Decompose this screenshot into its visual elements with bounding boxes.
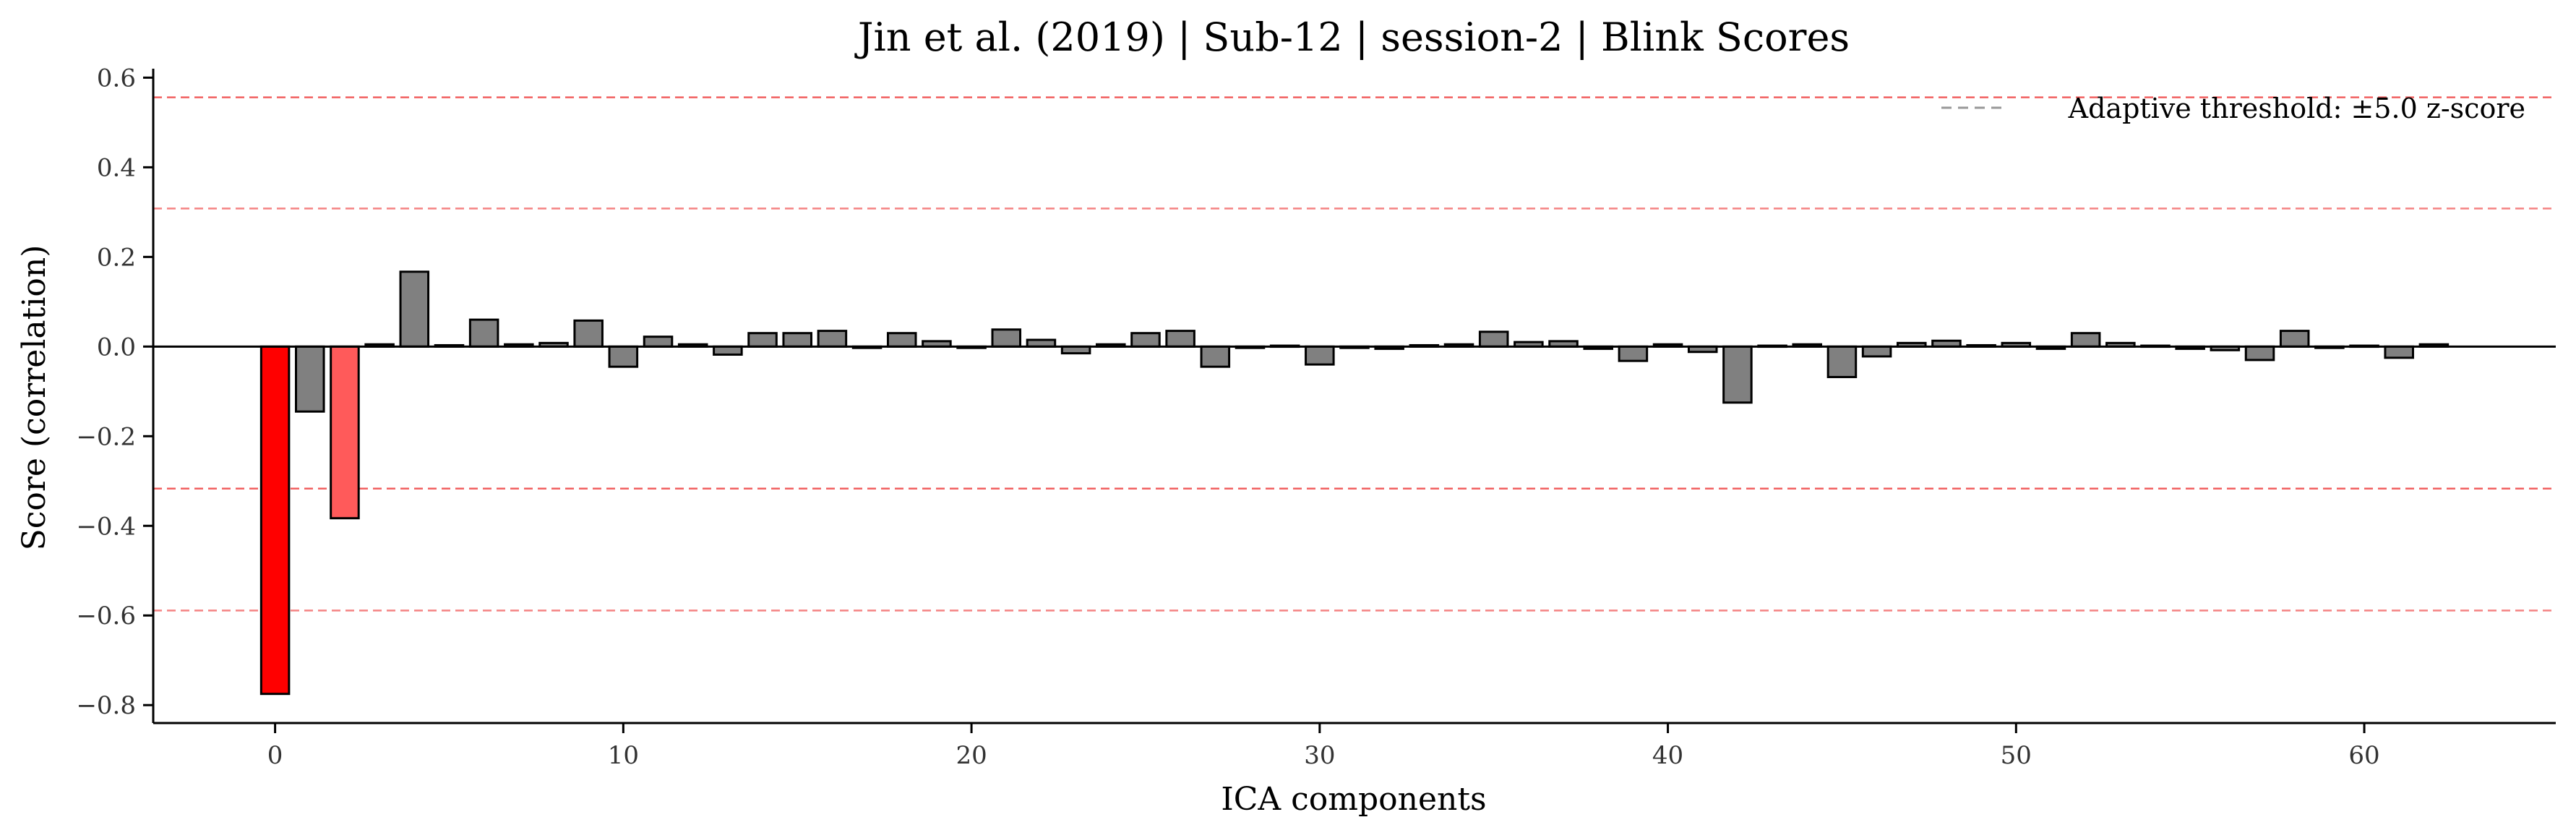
y-tick-label: 0.0 [97, 333, 136, 362]
bar-component-45 [1826, 345, 1858, 378]
y-axis-label: Score (correlation) [16, 245, 53, 551]
x-tick-label: 0 [267, 741, 283, 770]
x-tick-label: 60 [2348, 741, 2379, 770]
x-tick-label: 30 [1304, 741, 1335, 770]
bar-component-26 [1165, 330, 1195, 348]
bar-component-57 [2244, 345, 2275, 362]
bar-component-52 [2070, 332, 2101, 348]
plot-area [153, 96, 2556, 696]
bar-component-1 [295, 345, 325, 413]
bar-component-46 [1861, 345, 1892, 358]
bar-component-42 [1722, 345, 1753, 404]
bar-component-15 [782, 332, 812, 348]
bar-component-4 [399, 270, 430, 348]
legend: Adaptive threshold: ±5.0 z-score [1941, 93, 2525, 124]
bar-component-58 [2279, 330, 2310, 348]
y-tick-label: −0.8 [76, 691, 136, 720]
x-tick-label: 10 [608, 741, 639, 770]
bar-component-9 [573, 319, 604, 348]
legend-label-threshold: Adaptive threshold: ±5.0 z-score [2068, 93, 2525, 124]
bar-component-0 [259, 345, 291, 696]
bar-component-39 [1618, 345, 1649, 362]
axes: 0 10 20 30 40 50 60 −0.8 −0.6 −0.4 −0.2 0.0 0.2 0.4 0.… [76, 64, 2556, 770]
chart-title: Jin et al. (2019) | Sub-12 | session-2 |… [854, 14, 1850, 60]
x-tick-label: 40 [1652, 741, 1683, 770]
bar-component-11 [643, 335, 674, 348]
y-tick-label: 0.2 [97, 243, 136, 272]
bar-component-18 [886, 332, 917, 348]
bar-component-6 [468, 318, 499, 348]
y-tick-label: 0.4 [97, 153, 136, 182]
y-tick-label: −0.2 [76, 422, 136, 451]
x-tick-label: 20 [956, 741, 987, 770]
y-tick-label: 0.6 [97, 64, 136, 93]
bar-component-21 [991, 328, 1022, 348]
x-tick-label: 50 [2001, 741, 2032, 770]
bar-component-16 [817, 330, 848, 348]
bar-component-14 [747, 332, 778, 348]
bar-component-27 [1200, 345, 1231, 368]
y-tick-label: −0.4 [76, 512, 136, 541]
bar-component-30 [1305, 345, 1335, 366]
bar-component-25 [1130, 332, 1161, 348]
bar-component-35 [1478, 330, 1509, 348]
y-tick-label: −0.6 [76, 602, 136, 630]
bar-component-10 [608, 345, 639, 368]
bar-component-61 [2384, 345, 2414, 359]
bar-component-2 [330, 345, 360, 520]
x-axis-label: ICA components [1221, 781, 1486, 818]
bar-component-13 [713, 345, 743, 356]
